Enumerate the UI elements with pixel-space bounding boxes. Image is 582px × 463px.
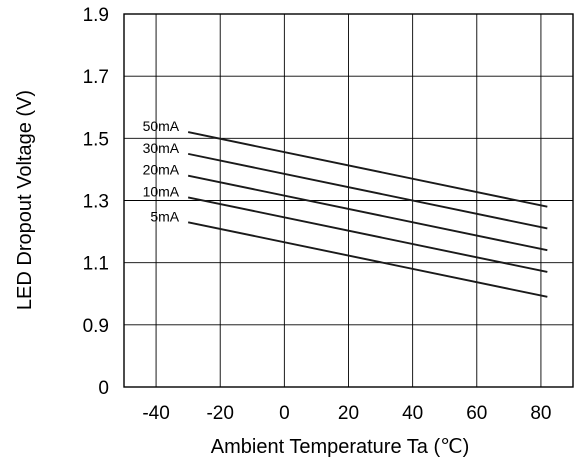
grid-lines bbox=[124, 14, 573, 387]
series-line-5mA bbox=[187, 221, 548, 298]
series-label-5mA: 5mA bbox=[150, 208, 179, 224]
series-line-10mA bbox=[187, 196, 548, 273]
x-tick-label: 60 bbox=[466, 403, 487, 424]
x-tick-label: 20 bbox=[338, 403, 359, 424]
y-tick-label: 0 bbox=[98, 378, 109, 399]
y-axis-label: LED Dropout Voltage (V) bbox=[14, 90, 36, 310]
x-tick-label: 0 bbox=[279, 403, 290, 424]
series-label-20mA: 20mA bbox=[143, 162, 180, 178]
series-label-10mA: 10mA bbox=[143, 183, 180, 199]
plot-frame bbox=[123, 13, 574, 388]
y-tick-label: 1.5 bbox=[83, 129, 109, 150]
series-label-50mA: 50mA bbox=[143, 118, 180, 134]
y-tick-label: 1.3 bbox=[83, 192, 109, 213]
y-tick-label: 1.1 bbox=[83, 254, 109, 275]
x-tick-label: 40 bbox=[402, 403, 423, 424]
y-tick-label: 1.9 bbox=[83, 5, 109, 26]
x-axis-label: Ambient Temperature Ta (℃) bbox=[211, 436, 470, 458]
x-tick-label: -20 bbox=[206, 403, 233, 424]
series-label-30mA: 30mA bbox=[143, 140, 180, 156]
series-line-30mA bbox=[187, 152, 548, 230]
series-line-20mA bbox=[187, 174, 548, 252]
x-tick-label: 80 bbox=[530, 403, 551, 424]
x-tick-label: -40 bbox=[142, 403, 169, 424]
y-tick-labels: 0 0.9 1.1 1.3 1.5 1.7 1.9 bbox=[83, 5, 109, 399]
series-group: 50mA 30mA 20mA 10mA 5mA bbox=[143, 118, 548, 298]
x-tick-labels: -40 -20 0 20 40 60 80 bbox=[142, 403, 551, 424]
y-tick-label: 0.9 bbox=[83, 316, 109, 337]
y-tick-label: 1.7 bbox=[83, 67, 109, 88]
series-line-50mA bbox=[187, 131, 548, 208]
